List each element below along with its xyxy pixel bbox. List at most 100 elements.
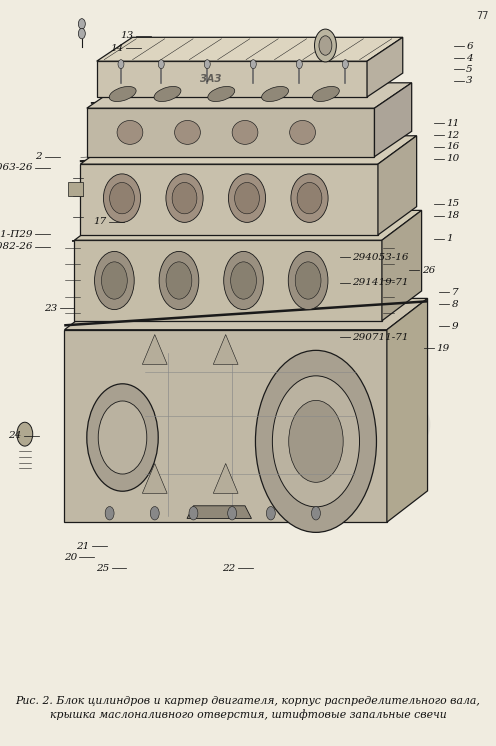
Ellipse shape — [231, 262, 256, 299]
Circle shape — [105, 507, 114, 520]
Circle shape — [118, 60, 124, 69]
Ellipse shape — [166, 262, 192, 299]
Ellipse shape — [291, 174, 328, 222]
Circle shape — [78, 28, 85, 39]
Text: 19: 19 — [436, 344, 450, 353]
Ellipse shape — [175, 120, 200, 145]
Ellipse shape — [102, 262, 127, 299]
Text: 77: 77 — [476, 11, 489, 21]
Ellipse shape — [312, 87, 339, 101]
Text: 25: 25 — [96, 564, 109, 573]
Polygon shape — [97, 61, 367, 97]
Text: 26: 26 — [422, 266, 435, 275]
Text: 291681-П29: 291681-П29 — [0, 230, 32, 239]
Ellipse shape — [172, 183, 197, 214]
Polygon shape — [87, 83, 412, 108]
Circle shape — [314, 29, 336, 62]
Circle shape — [342, 60, 348, 69]
Text: 23: 23 — [44, 304, 57, 313]
Ellipse shape — [297, 183, 322, 214]
Text: 9: 9 — [451, 322, 458, 330]
Text: 291419-71: 291419-71 — [352, 278, 409, 287]
Text: 15: 15 — [446, 199, 460, 208]
Text: 294063-26: 294063-26 — [0, 163, 32, 172]
Polygon shape — [80, 164, 378, 235]
Text: 21: 21 — [76, 542, 89, 551]
Ellipse shape — [110, 183, 134, 214]
Ellipse shape — [154, 87, 181, 101]
Text: 17: 17 — [93, 217, 107, 226]
Circle shape — [189, 507, 198, 520]
Ellipse shape — [228, 174, 266, 222]
Text: 8: 8 — [451, 300, 458, 309]
Polygon shape — [378, 136, 417, 235]
Circle shape — [228, 507, 237, 520]
Circle shape — [319, 36, 332, 55]
Circle shape — [17, 422, 33, 446]
Polygon shape — [142, 463, 167, 493]
Circle shape — [98, 401, 147, 474]
Ellipse shape — [288, 251, 328, 310]
Polygon shape — [374, 83, 412, 157]
Circle shape — [87, 383, 158, 491]
Circle shape — [311, 507, 320, 520]
Circle shape — [250, 60, 256, 69]
Text: 5: 5 — [466, 65, 473, 74]
Polygon shape — [97, 37, 403, 61]
Ellipse shape — [109, 87, 136, 101]
Polygon shape — [74, 240, 382, 321]
Polygon shape — [64, 298, 428, 330]
Ellipse shape — [166, 174, 203, 222]
Text: 20: 20 — [63, 553, 77, 562]
Circle shape — [255, 351, 376, 533]
Text: 3: 3 — [466, 76, 473, 85]
Text: 2: 2 — [36, 152, 42, 161]
Polygon shape — [382, 210, 422, 321]
Text: 12: 12 — [446, 131, 460, 140]
Ellipse shape — [208, 87, 235, 101]
Ellipse shape — [295, 262, 321, 299]
Polygon shape — [142, 334, 167, 364]
Circle shape — [289, 401, 343, 483]
Circle shape — [266, 507, 275, 520]
Circle shape — [158, 60, 164, 69]
Polygon shape — [80, 136, 417, 164]
Circle shape — [78, 19, 85, 29]
Ellipse shape — [290, 120, 315, 145]
Circle shape — [150, 507, 159, 520]
Circle shape — [296, 60, 302, 69]
Polygon shape — [367, 37, 403, 97]
Polygon shape — [74, 210, 422, 240]
Polygon shape — [87, 108, 374, 157]
Text: 294053-16: 294053-16 — [352, 253, 409, 262]
Circle shape — [204, 60, 210, 69]
Polygon shape — [387, 298, 428, 522]
Polygon shape — [64, 330, 387, 522]
Text: крышка маслоналивного отверстия, штифтовые запальные свечи: крышка маслоналивного отверстия, штифтов… — [50, 709, 446, 720]
Ellipse shape — [117, 120, 143, 145]
Ellipse shape — [235, 183, 259, 214]
Text: 13: 13 — [121, 31, 134, 40]
Ellipse shape — [232, 120, 258, 145]
Polygon shape — [213, 334, 238, 364]
Polygon shape — [187, 506, 251, 518]
Ellipse shape — [95, 251, 134, 310]
Text: 22: 22 — [222, 564, 236, 573]
Text: 4: 4 — [466, 54, 473, 63]
Text: 10: 10 — [446, 154, 460, 163]
Text: 6: 6 — [466, 42, 473, 51]
Text: 290711-71: 290711-71 — [352, 333, 409, 342]
Text: ЗАЗ: ЗАЗ — [199, 74, 221, 84]
Polygon shape — [68, 182, 83, 196]
Text: 14: 14 — [111, 44, 124, 53]
Text: 11: 11 — [446, 119, 460, 128]
Circle shape — [272, 376, 360, 507]
Text: 24: 24 — [8, 431, 21, 440]
Text: Рис. 2. Блок цилиндров и картер двигателя, корпус распределительного вала,: Рис. 2. Блок цилиндров и картер двигател… — [15, 696, 481, 706]
Text: 18: 18 — [446, 211, 460, 220]
Text: 16: 16 — [446, 142, 460, 151]
Text: 76: 76 — [319, 381, 435, 462]
Ellipse shape — [224, 251, 263, 310]
Text: 7: 7 — [451, 288, 458, 297]
Ellipse shape — [261, 87, 289, 101]
